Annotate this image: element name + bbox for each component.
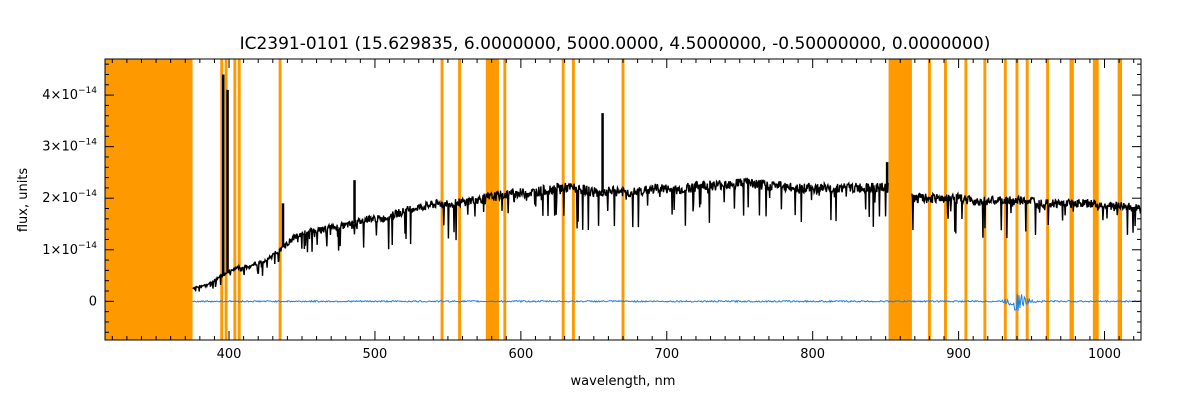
x-tick-label: 1000 xyxy=(1088,347,1121,362)
masked-region-1 xyxy=(220,59,224,340)
masked-region-3 xyxy=(233,59,237,340)
flux-series xyxy=(192,74,1141,292)
y-axis: 0 1×10−14 2×10−14 3×10−14 4×10−14 xyxy=(42,63,1141,333)
y-axis-label: flux, units xyxy=(16,168,31,233)
masked-region-23 xyxy=(1092,59,1099,340)
x-axis: 400 500 600 700 800 900 1000 xyxy=(111,59,1135,362)
masked-region-13 xyxy=(888,59,912,340)
x-tick-label: 500 xyxy=(363,347,388,362)
masked-region-9 xyxy=(503,59,507,340)
masked-region-4 xyxy=(237,59,241,340)
chart-title: IC2391-0101 (15.629835, 6.0000000, 5000.… xyxy=(240,34,991,54)
masked-region-2 xyxy=(224,59,228,340)
x-tick-label: 400 xyxy=(217,347,242,362)
x-tick-label: 700 xyxy=(654,347,679,362)
masked-region-6 xyxy=(440,59,444,340)
masked-region-12 xyxy=(621,59,625,340)
y-tick-label: 4×10−14 xyxy=(42,86,97,103)
x-tick-label: 900 xyxy=(946,347,971,362)
flux-line-segment-1 xyxy=(911,191,1141,239)
flux-line-segment-0 xyxy=(192,177,889,292)
masked-region-22 xyxy=(1069,59,1074,340)
masked-region-0 xyxy=(105,59,193,340)
y-tick-label: 0 xyxy=(89,294,97,309)
masked-region-8 xyxy=(485,59,499,340)
y-tick-label: 1×10−14 xyxy=(42,241,97,258)
x-tick-label: 800 xyxy=(800,347,825,362)
masked-region-24 xyxy=(1117,59,1123,340)
x-axis-label: wavelength, nm xyxy=(571,374,676,389)
y-tick-label: 2×10−14 xyxy=(42,189,97,206)
x-tick-label: 600 xyxy=(508,347,533,362)
y-tick-label: 3×10−14 xyxy=(42,138,97,155)
masked-region-11 xyxy=(571,59,575,340)
error-line xyxy=(192,293,1141,311)
error-series xyxy=(192,293,1141,311)
masked-region-5 xyxy=(278,59,282,340)
masked-region-20 xyxy=(1025,59,1029,340)
